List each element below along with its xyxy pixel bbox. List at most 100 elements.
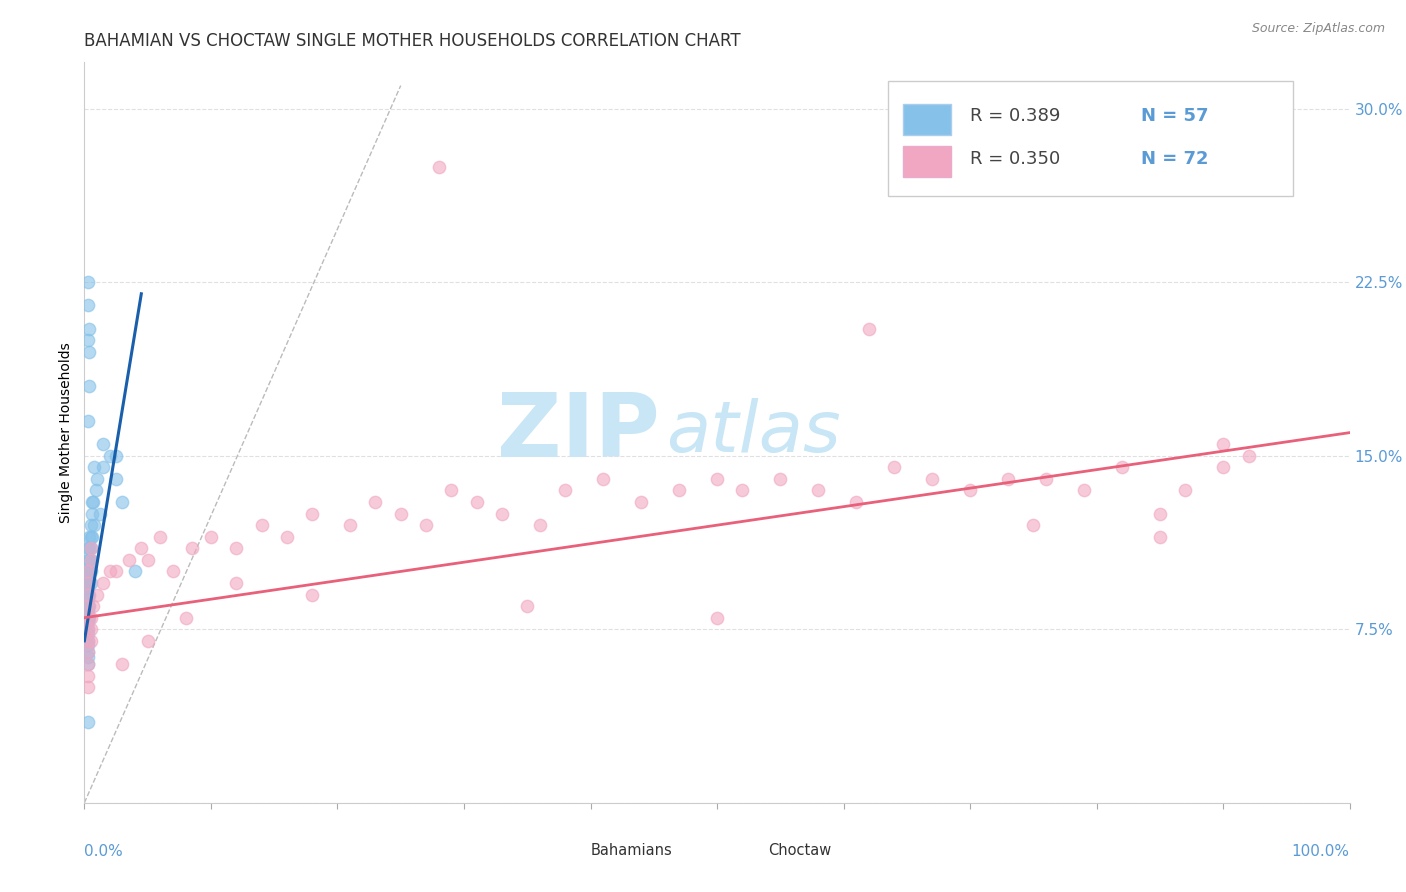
Point — [1035, 472, 1057, 486]
Point — [79, 622, 103, 636]
Point — [1237, 449, 1260, 463]
Point — [491, 507, 513, 521]
FancyBboxPatch shape — [730, 838, 758, 862]
Point — [105, 565, 127, 579]
Point — [225, 576, 247, 591]
Text: ZIP: ZIP — [498, 389, 661, 476]
Text: Choctaw: Choctaw — [768, 843, 831, 858]
Text: Source: ZipAtlas.com: Source: ZipAtlas.com — [1251, 22, 1385, 36]
Point — [921, 472, 943, 486]
Point — [769, 472, 792, 486]
Point — [98, 449, 121, 463]
Point — [118, 553, 141, 567]
Point — [77, 668, 100, 682]
Point — [79, 553, 101, 567]
Point — [731, 483, 754, 498]
Point — [79, 588, 101, 602]
Point — [706, 472, 728, 486]
Point — [200, 530, 222, 544]
Text: R = 0.389: R = 0.389 — [970, 108, 1060, 126]
Point — [858, 321, 880, 335]
Point — [79, 599, 101, 614]
Text: N = 72: N = 72 — [1140, 150, 1209, 168]
Point — [86, 472, 108, 486]
Point — [77, 615, 100, 630]
Point — [79, 565, 101, 579]
Point — [77, 604, 100, 618]
Point — [84, 483, 107, 498]
Point — [79, 553, 103, 567]
Point — [77, 576, 100, 591]
Point — [389, 507, 412, 521]
Point — [706, 610, 728, 624]
Point — [82, 495, 104, 509]
Point — [77, 622, 100, 636]
Point — [79, 610, 103, 624]
Point — [77, 565, 100, 579]
Point — [80, 495, 103, 509]
Point — [83, 460, 105, 475]
Point — [959, 483, 981, 498]
Point — [276, 530, 298, 544]
Point — [845, 495, 868, 509]
Point — [105, 472, 127, 486]
Point — [98, 565, 121, 579]
Point — [77, 576, 100, 591]
Point — [77, 333, 100, 347]
Text: Bahamians: Bahamians — [591, 843, 672, 858]
Point — [77, 565, 100, 579]
Point — [301, 588, 323, 602]
Point — [80, 530, 103, 544]
Text: atlas: atlas — [666, 398, 841, 467]
Point — [554, 483, 576, 498]
Point — [77, 599, 100, 614]
Text: 0.0%: 0.0% — [84, 844, 124, 858]
Point — [83, 518, 105, 533]
Point — [77, 298, 100, 312]
Point — [1149, 530, 1171, 544]
Point — [77, 633, 100, 648]
FancyBboxPatch shape — [889, 81, 1294, 195]
Point — [77, 553, 100, 567]
Point — [250, 518, 273, 533]
Point — [77, 627, 100, 641]
Point — [77, 581, 100, 595]
Point — [111, 495, 134, 509]
Point — [79, 576, 103, 591]
Point — [301, 507, 323, 521]
Point — [77, 657, 100, 671]
Point — [79, 541, 103, 556]
Text: BAHAMIAN VS CHOCTAW SINGLE MOTHER HOUSEHOLDS CORRELATION CHART: BAHAMIAN VS CHOCTAW SINGLE MOTHER HOUSEH… — [84, 32, 741, 50]
Point — [77, 622, 100, 636]
Point — [77, 610, 100, 624]
Point — [129, 541, 153, 556]
FancyBboxPatch shape — [903, 146, 952, 178]
Point — [93, 576, 115, 591]
Point — [79, 633, 103, 648]
Point — [79, 518, 103, 533]
Point — [80, 507, 103, 521]
Point — [77, 275, 100, 289]
Point — [1212, 437, 1234, 451]
Point — [79, 576, 101, 591]
Point — [79, 530, 101, 544]
Text: R = 0.350: R = 0.350 — [970, 150, 1060, 168]
Point — [77, 714, 100, 729]
Point — [77, 610, 100, 624]
Point — [77, 599, 100, 614]
Point — [79, 321, 101, 335]
Point — [77, 650, 100, 665]
Point — [465, 495, 488, 509]
Point — [149, 530, 172, 544]
Point — [174, 610, 197, 624]
Point — [440, 483, 463, 498]
Point — [630, 495, 652, 509]
Text: 100.0%: 100.0% — [1292, 844, 1350, 858]
FancyBboxPatch shape — [903, 103, 952, 135]
Point — [89, 507, 111, 521]
Point — [77, 588, 100, 602]
Point — [93, 460, 115, 475]
Point — [79, 344, 101, 359]
Point — [997, 472, 1019, 486]
Point — [111, 657, 134, 671]
